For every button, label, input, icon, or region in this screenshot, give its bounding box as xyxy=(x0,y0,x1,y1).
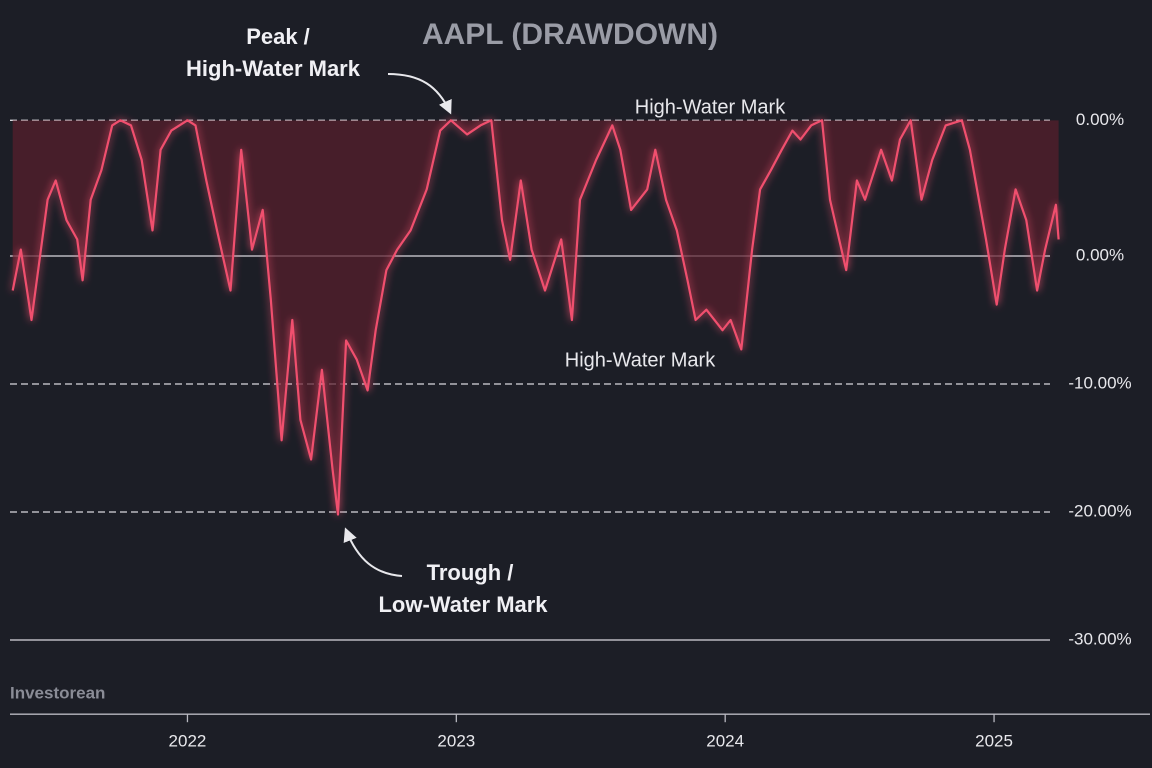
annotation-arrow xyxy=(343,527,403,577)
annotation: High-Water Mark xyxy=(186,56,361,81)
line xyxy=(11,119,1060,516)
y-tick-label: 0.00% xyxy=(1076,245,1124,264)
y-tick-label: -20.00% xyxy=(1068,501,1131,520)
drawdown-area xyxy=(12,120,1059,515)
annotation-arrow xyxy=(387,73,452,115)
x-tick-label: 2024 xyxy=(706,732,744,751)
chart-title: AAPL (DRAWDOWN) xyxy=(422,18,718,51)
watermark: Investorean xyxy=(10,683,105,702)
y-tick-label: -10.00% xyxy=(1068,373,1131,392)
y-tick-label: 0.00% xyxy=(1076,110,1124,129)
annotation: Trough / xyxy=(427,560,514,585)
x-tick-label: 2025 xyxy=(975,732,1013,751)
plot: 0.00% 0.00% -10.00% -20.00% -30.00% 2022 2023 2… xyxy=(10,110,1150,751)
x-tick-label: 2022 xyxy=(169,732,207,751)
annotation: Low-Water Mark xyxy=(378,592,548,617)
x-tick-label: 2023 xyxy=(437,732,475,751)
annotation: Peak / xyxy=(246,24,310,49)
y-tick-label: -30.00% xyxy=(1068,629,1131,648)
annotation: High-Water Mark xyxy=(565,349,716,371)
annotation: High-Water Mark xyxy=(635,96,786,118)
